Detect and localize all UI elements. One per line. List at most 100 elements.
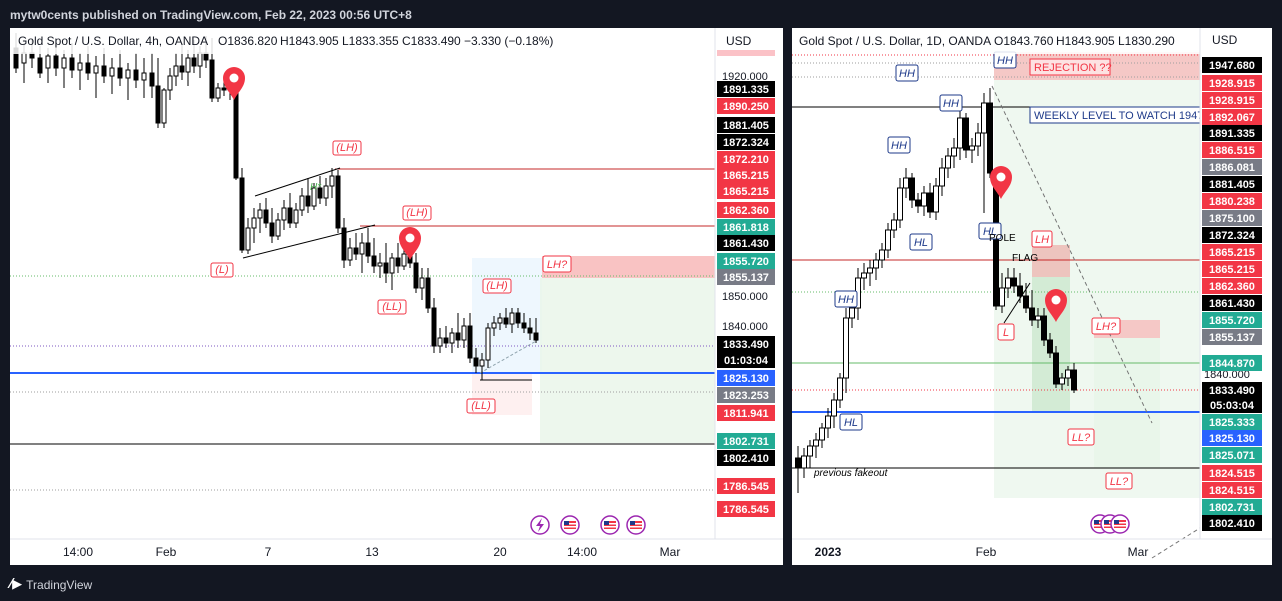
tradingview-logo[interactable]: ⁄▶ TradingView [10, 577, 92, 592]
candle-body [281, 207, 287, 221]
price-label-box [1202, 312, 1262, 328]
candle-body [485, 327, 491, 361]
price-label: 1833.490 [1209, 385, 1255, 397]
candle-body [461, 325, 467, 341]
candle-body [317, 187, 323, 199]
candle-body [939, 167, 945, 187]
price-label-box [1202, 109, 1262, 125]
price-label: 1825.130 [1209, 433, 1255, 445]
x-tick-label: 14:00 [63, 545, 93, 559]
candle-body [909, 177, 915, 201]
annotation-rejection: REJECTION ?? [1034, 62, 1112, 74]
price-label: 1825.130 [723, 373, 769, 385]
candle-body [987, 102, 993, 174]
chart-pane-1d[interactable]: HH HH HH HH HH HL HL HL LH L LH? LL? LL? POLE FLAG REJE… [792, 28, 1272, 565]
zone-green-target [540, 278, 715, 443]
currency-label: USD [726, 34, 752, 48]
candle-body [353, 247, 359, 255]
candle-body [1053, 352, 1059, 385]
price-label: 1865.215 [1209, 247, 1255, 259]
price-label: 1861.430 [723, 238, 769, 250]
price-label-box [717, 98, 775, 114]
x-tick-label: 7 [265, 545, 272, 559]
annotation-lh1-box [332, 140, 362, 156]
candle-body [497, 317, 503, 324]
annotation-hl3-box [978, 222, 1002, 240]
price-label-box [717, 202, 775, 218]
annotation-lh-q: LH? [547, 259, 568, 271]
candle-body [173, 65, 179, 77]
price-label: 1892.067 [1209, 112, 1255, 124]
candle-body [141, 72, 147, 81]
x-tick-label: 20 [493, 545, 507, 559]
symbol-info: Gold Spot / U.S. Dollar, 4h, OANDA [18, 34, 208, 48]
annotation-hh3: HH [891, 140, 907, 152]
annotation-l-box [210, 262, 234, 278]
chart-pane-4h[interactable]: (LH) (LH) (LH) (L) (LL) (LL) LH? H* Gold Spot / … [10, 28, 783, 565]
candle-body [37, 57, 43, 74]
us-flag-canton [1104, 520, 1109, 524]
price-label-box [1202, 382, 1262, 398]
annotation-lh3: (LH) [486, 280, 508, 292]
candle-body [951, 147, 957, 157]
annotation-ll-q2: LL? [1110, 476, 1129, 488]
annotation-ll1: (LL) [382, 301, 402, 313]
price-label: 1875.100 [1209, 213, 1255, 225]
annotation-ll1-box [377, 299, 407, 315]
candle-body [167, 75, 173, 91]
candle-body [359, 242, 365, 255]
price-label: 1802.410 [1209, 518, 1255, 530]
chart-1d-svg[interactable]: HH HH HH HH HH HL HL HL LH L LH? LL? LL? POLE FLAG REJE… [792, 28, 1272, 565]
y-tick-label: 1920.000 [722, 71, 768, 83]
annotation-ll-q1-box [1067, 428, 1095, 446]
annotation-hl3: HL [983, 226, 997, 238]
candle-body [311, 187, 317, 207]
annotation-lh-q: LH? [1096, 321, 1117, 333]
annotation-weekly: WEEKLY LEVEL TO WATCH 1947. [1034, 110, 1206, 122]
annotation-fakeout: previous fakeout [813, 468, 889, 479]
price-label: 1881.405 [1209, 179, 1255, 191]
candle-body [305, 195, 311, 207]
chart-4h-svg[interactable]: (LH) (LH) (LH) (L) (LL) (LL) LH? H* Gold Spot / … [10, 28, 783, 565]
candle-body [837, 377, 843, 401]
x-tick-label: 13 [365, 545, 379, 559]
price-label-box [717, 450, 775, 466]
price-label: 1802.731 [723, 436, 769, 448]
us-flag-stripe-white [1114, 522, 1126, 524]
candle-body [93, 65, 99, 74]
candle-body [401, 253, 407, 267]
y-tick-label: 1840.000 [722, 321, 768, 333]
price-label-box [1202, 57, 1262, 73]
ohlc-change: −3.330 (−0.18%) [464, 34, 553, 48]
candle-body [813, 439, 819, 447]
price-label-box [1202, 447, 1262, 463]
candle-body [1029, 307, 1035, 321]
price-label-box [1202, 329, 1262, 345]
price-label-box [717, 81, 775, 97]
candle-body [503, 317, 509, 325]
zone-red-flag [1032, 245, 1070, 277]
candle-body [323, 185, 329, 199]
ohlc-low: L1833.355 [342, 34, 399, 48]
price-label-partial [717, 50, 775, 56]
price-label-box [1202, 142, 1262, 158]
ohlc-close: C1833.490 [402, 34, 461, 48]
candle-body [509, 312, 515, 325]
annotation-ll2-box [466, 398, 496, 414]
annotation-hl1: HL [914, 237, 928, 249]
candle-body [155, 85, 161, 124]
candle-body [1047, 339, 1053, 354]
candle-body [77, 62, 83, 71]
published-info: mytw0cents published on TradingView.com,… [10, 8, 412, 22]
price-label: 1928.915 [1209, 95, 1255, 107]
candle-body [885, 229, 891, 251]
candle-body [1065, 369, 1071, 379]
currency-label: USD [1212, 33, 1238, 47]
publish-header: mytw0cents published on TradingView.com,… [0, 0, 1282, 28]
price-label: 1855.720 [1209, 315, 1255, 327]
candle-body [245, 227, 251, 251]
us-flag-canton [1114, 520, 1119, 524]
legend-bg [10, 28, 715, 54]
candle-body [831, 399, 837, 417]
price-label-box [717, 478, 775, 494]
